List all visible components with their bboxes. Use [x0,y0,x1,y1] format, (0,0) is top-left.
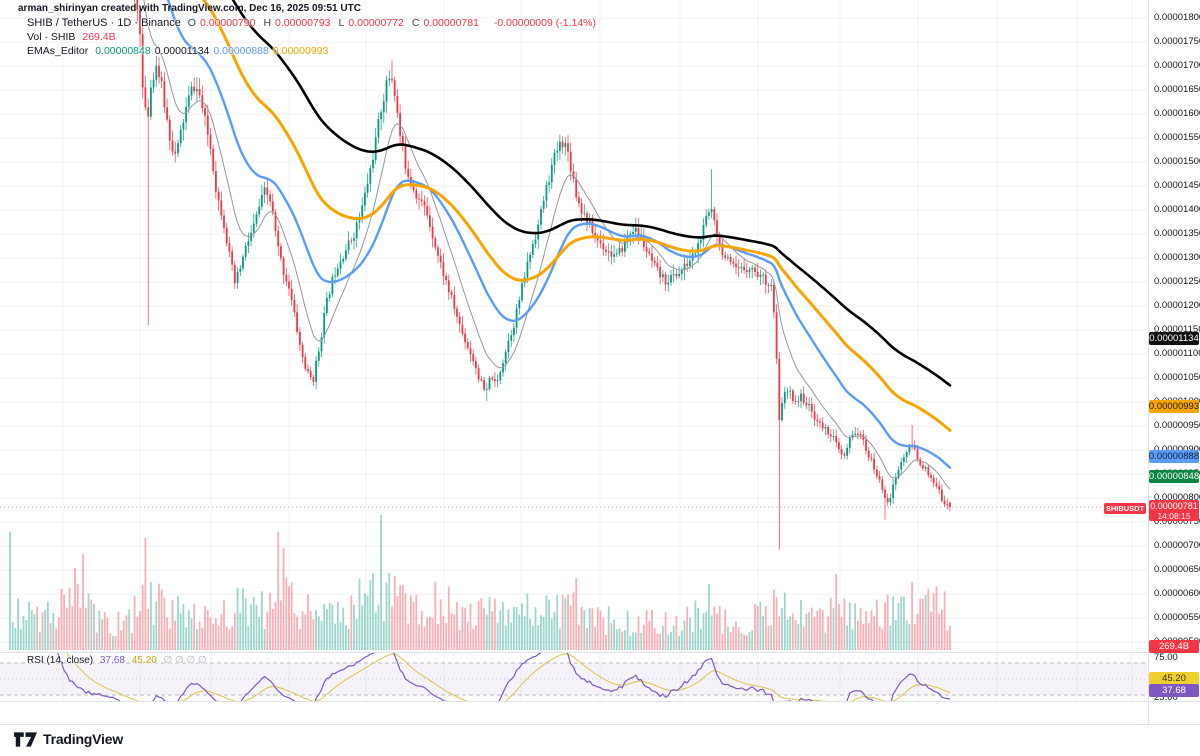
volume-value: 269.4B [82,31,116,43]
pane-separator[interactable] [0,701,1200,702]
ema-value: 0.00000848 [95,45,151,57]
price-tick[interactable]: 0.00000700 [1154,540,1200,551]
symbol-tag-text: SHIBUSDT [1105,504,1145,513]
price-tick[interactable]: 0.00001150 [1154,324,1200,335]
price-tick[interactable]: 0.00000650 [1154,564,1200,575]
ema-value: 0.00001134 [154,45,210,57]
rsi-line [57,653,951,701]
price-tick[interactable]: 0.00001350 [1154,228,1200,239]
volume-layer [9,515,951,650]
price-tick[interactable]: 0.00001800 [1154,12,1200,23]
emas-legend-row[interactable]: EMAs_Editor 0.00000848 0.00001134 0.000008… [27,45,336,57]
price-tick[interactable]: 0.00001750 [1154,36,1200,47]
price-tick[interactable]: 0.00001250 [1154,276,1200,287]
axis-label-box: 0.00000888 [1148,449,1200,463]
price-axis-border [1148,0,1149,724]
price-tick[interactable]: 0.00001200 [1154,300,1200,311]
pane-separator[interactable] [0,652,1200,653]
price-tick[interactable]: 0.00001700 [1154,60,1200,71]
price-tick[interactable]: 0.00001450 [1154,180,1200,191]
ema-value: 0.00000993 [272,45,329,57]
price-tick[interactable]: 0.00001400 [1154,204,1200,215]
axis-label-box: 269.4B [1149,639,1199,653]
rsi-empty-plots: ∅ ∅ ∅ ∅ [163,655,207,666]
ema-12-line [143,0,951,490]
time-axis[interactable]: 2025FebMarAprMayJunJulAugSepOctNovDec202… [0,701,1148,724]
ema-70-line [201,0,952,432]
ema-values: 0.00000848 0.00001134 0.00000888 0.00000993 [95,45,332,57]
ohlc-item: H 0.00000793 [263,17,331,29]
ohlc-values: O 0.00000790 H 0.00000793 L 0.00000772 C 0.0000… [188,17,487,29]
axis-label-box: 0.00000993 [1148,399,1200,413]
ema-35-line [166,0,952,469]
price-tick[interactable]: 0.00000750 [1154,516,1200,527]
rsi-value: 37.68 [99,655,125,666]
rsi-tick[interactable]: 75.00 [1154,652,1178,663]
rsi-legend-row[interactable]: RSI (14, close) 37.68 45.20 ∅ ∅ ∅ ∅ [27,655,211,666]
rsi-pane[interactable] [0,653,1148,701]
symbol-legend-row[interactable]: SHIB / TetherUS · 1D · Binance O 0.000007… [27,17,600,29]
ema-value: 0.00000888 [213,45,269,57]
tradingview-logo-icon [14,731,37,747]
tradingview-logo-text: TradingView [43,731,124,747]
change-value: -0.00000009 (-1.14%) [493,17,597,29]
axis-label-box: 0.00000848 [1148,469,1200,483]
tradingview-logo[interactable]: TradingView [14,731,123,747]
attribution-text: arman_shirinyan created with TradingView… [18,3,361,14]
rsi-tick[interactable]: 25.00 [1154,692,1178,703]
price-chart-svg[interactable] [0,0,1148,652]
bar-countdown: 14:08:15 [1157,510,1191,521]
price-tick[interactable]: 0.00001550 [1154,132,1200,143]
symbol-price-tag: SHIBUSDT [1104,503,1146,514]
rsi-label: RSI (14, close) [27,655,94,666]
volume-label: Vol · SHIB [27,31,76,43]
last-price-value: 0.00000781 [1150,500,1198,511]
axis-label-box: 45.20 [1149,671,1199,685]
symbol-title[interactable]: SHIB / TetherUS · 1D · Binance [27,17,181,29]
price-tick[interactable]: 0.00000600 [1154,588,1200,599]
axis-label-box: 37.68 [1149,683,1199,697]
price-tick[interactable]: 0.00000550 [1154,612,1200,623]
rsi-ma-value: 45.20 [131,655,157,666]
volume-legend-row[interactable]: Vol · SHIB 269.4B [27,31,120,43]
price-pane[interactable] [0,0,1148,652]
ohlc-item: O 0.00000790 [187,17,256,29]
price-tick[interactable]: 0.00000950 [1154,420,1200,431]
ohlc-item: C 0.00000781 [411,17,479,29]
ema-120-line [231,0,952,387]
price-tick[interactable]: 0.00001050 [1154,372,1200,383]
price-tick[interactable]: 0.00001650 [1154,84,1200,95]
price-tick[interactable]: 0.00001600 [1154,108,1200,119]
emas-label: EMAs_Editor [27,45,89,57]
price-tick[interactable]: 0.00001500 [1154,156,1200,167]
rsi-chart-svg[interactable] [0,653,1148,701]
axis-separator [0,724,1200,725]
price-tick[interactable]: 0.00001300 [1154,252,1200,263]
axis-label-box: 0.00001134 [1149,331,1199,345]
price-tick[interactable]: 0.00001100 [1154,348,1200,359]
ohlc-item: L 0.00000772 [338,17,404,29]
last-price-box: 0.00000781 14:08:15 [1149,500,1199,521]
price-tick[interactable]: 0.00000800 [1154,492,1200,503]
